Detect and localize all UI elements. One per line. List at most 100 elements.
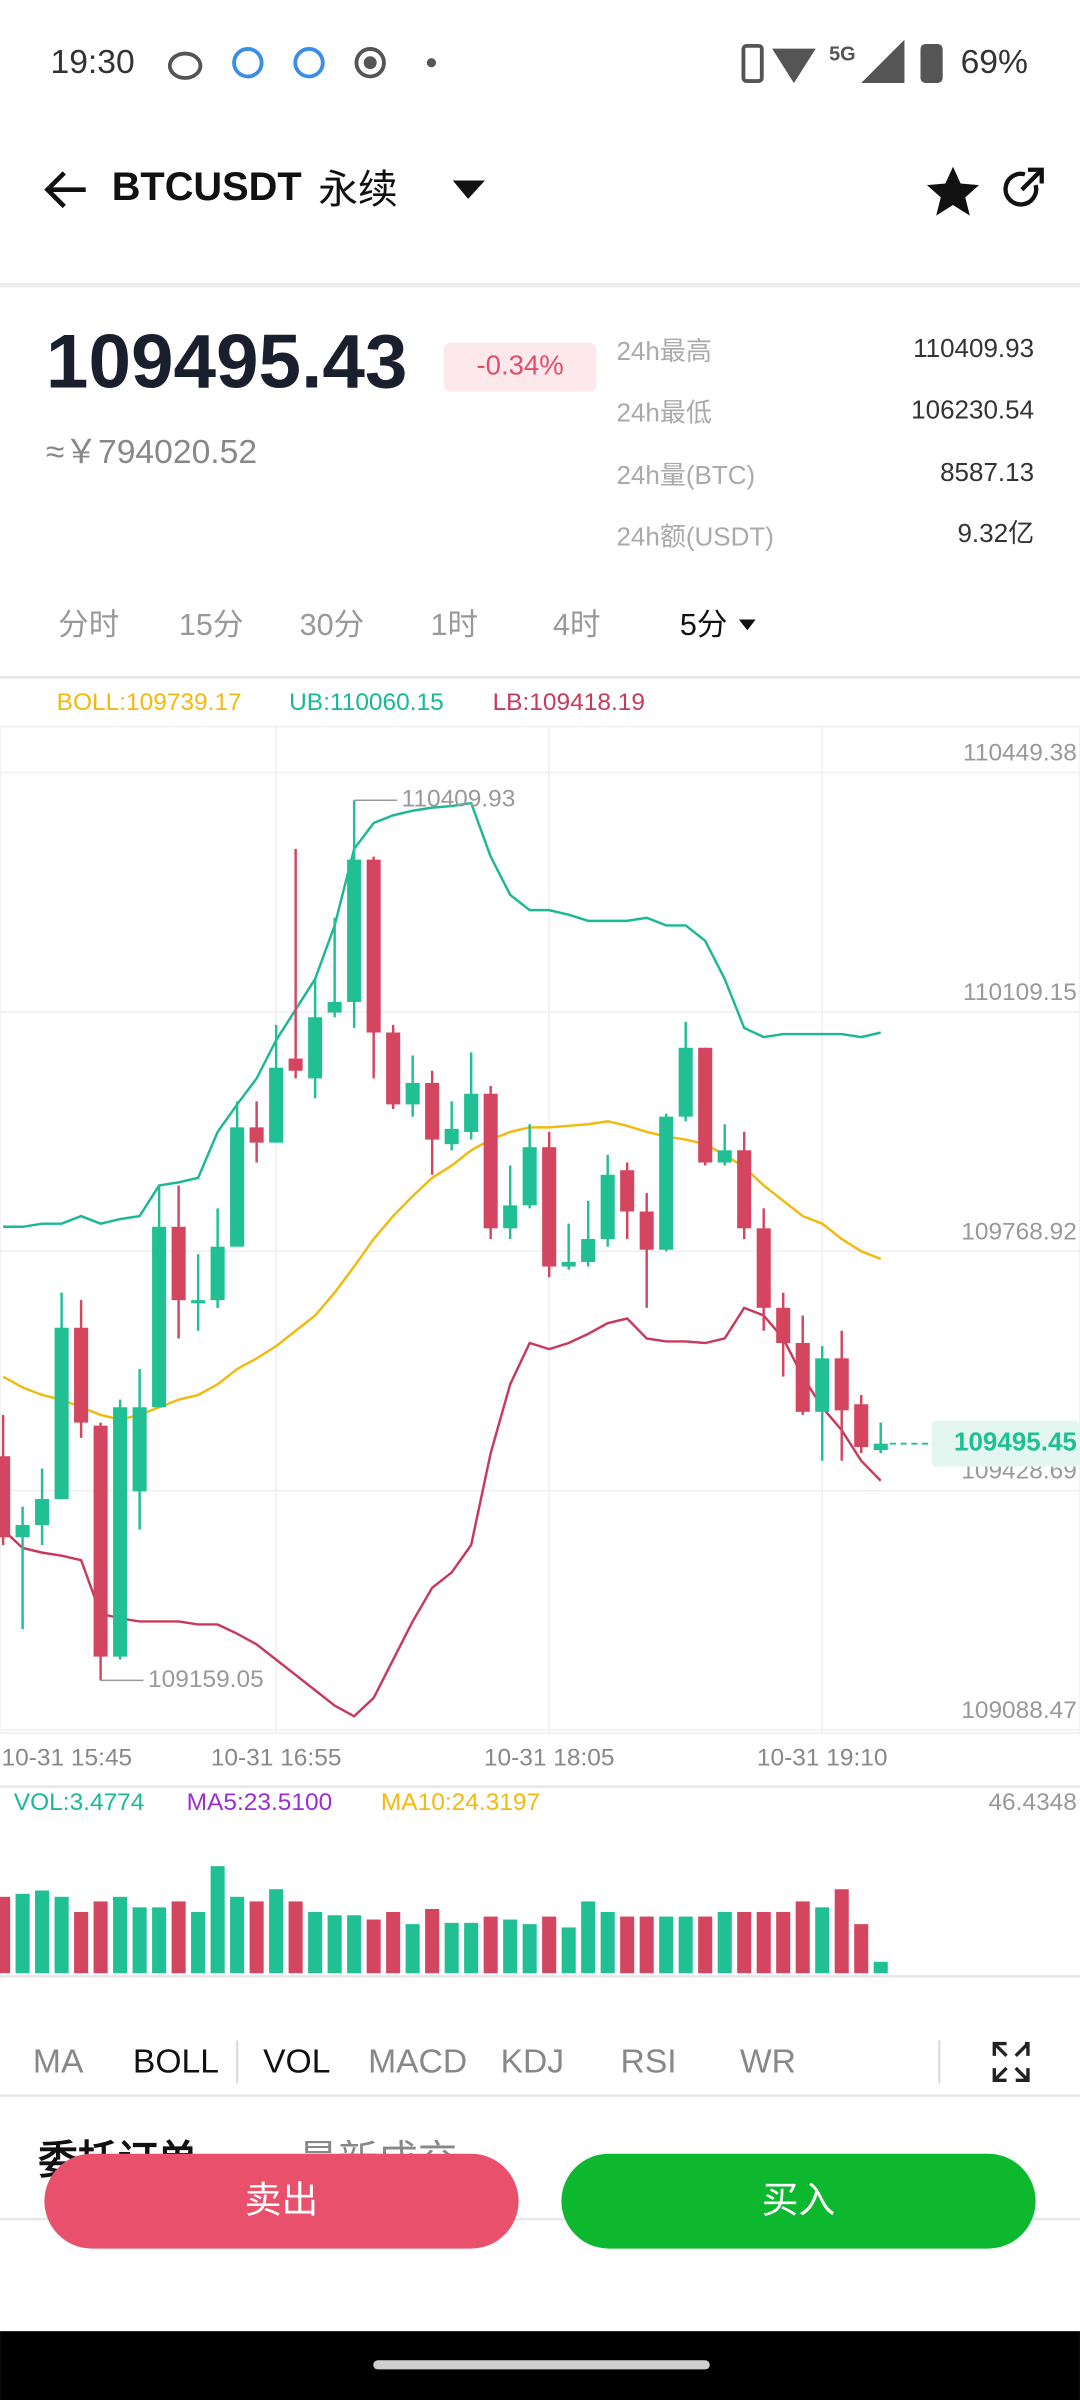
candle-body <box>249 1127 264 1143</box>
indicator-tab[interactable]: VOL <box>263 2043 330 2080</box>
kline-chart: 110449.38110109.15109768.92109428.691090… <box>0 689 1080 1974</box>
volume-bar <box>444 1922 459 1974</box>
interval-tab[interactable]: 15分 <box>179 608 244 642</box>
legend-item: LB:109418.19 <box>493 689 645 716</box>
interval-tab[interactable]: 5分 <box>680 608 728 642</box>
indicator-tab[interactable]: MA <box>33 2043 84 2080</box>
volume-bar <box>347 1915 362 1974</box>
sell-button[interactable] <box>44 2153 519 2249</box>
interval-tab[interactable]: 30分 <box>300 608 365 642</box>
favorite[interactable] <box>926 166 980 216</box>
x-tick-label: 10-31 19:10 <box>757 1745 888 1772</box>
candle-body <box>503 1205 518 1229</box>
candle-body <box>35 1499 50 1526</box>
volume-bar <box>717 1911 732 1974</box>
volume-bar <box>581 1901 596 1974</box>
volume-bar <box>308 1911 323 1974</box>
stat-label: 24h量(BTC) <box>616 460 755 490</box>
interval-dropdown[interactable] <box>738 619 756 631</box>
sell-label[interactable]: 卖出 <box>245 2179 318 2220</box>
low-marker-label: 109159.05 <box>148 1666 264 1693</box>
interval-tab[interactable]: 1时 <box>431 608 479 642</box>
volume-bar <box>776 1911 791 1974</box>
x-tick-label: 10-31 18:05 <box>484 1745 615 1772</box>
candle-body <box>288 1058 303 1071</box>
volume-bar <box>503 1919 518 1974</box>
volume-bar <box>600 1911 615 1974</box>
volume-bar <box>210 1866 225 1974</box>
indicator-tab[interactable]: MACD <box>368 2043 467 2080</box>
volume-bar <box>737 1911 752 1974</box>
battery: 69% <box>961 44 1028 81</box>
candle-body <box>522 1147 537 1206</box>
back-button[interactable] <box>44 171 86 209</box>
divider <box>0 2217 1080 2221</box>
candle-body <box>366 859 381 1033</box>
candle-body <box>581 1239 596 1262</box>
candle-body <box>444 1128 459 1145</box>
volume-bar <box>873 1961 888 1974</box>
candle-body <box>132 1407 147 1492</box>
x-tick-label: 10-31 15:45 <box>2 1745 133 1772</box>
volume-bar <box>132 1907 147 1974</box>
volume-bar <box>756 1911 771 1974</box>
volume-bar <box>269 1889 284 1974</box>
fullscreen[interactable] <box>992 2041 1030 2082</box>
candle-body <box>0 1456 11 1538</box>
interval-tab[interactable]: 4时 <box>553 608 601 642</box>
volume-bar <box>113 1896 128 1974</box>
candle-body <box>756 1228 771 1308</box>
candle-body <box>678 1047 693 1117</box>
volume-bar <box>522 1924 537 1974</box>
candle-body <box>834 1358 849 1411</box>
candle-body <box>815 1358 830 1412</box>
stat-value: 110409.93 <box>913 333 1034 363</box>
volume-bar <box>366 1919 381 1974</box>
boll-line <box>3 801 882 1228</box>
symbol[interactable]: BTCUSDT <box>112 165 302 209</box>
volume-bar <box>35 1890 50 1974</box>
y-tick-label: 110449.38 <box>963 740 1077 767</box>
indicator-tab[interactable]: RSI <box>621 2043 677 2080</box>
volume-bar <box>815 1907 830 1974</box>
boll-line <box>2 1306 882 1718</box>
candle-body <box>425 1082 440 1140</box>
buy-label[interactable]: 买入 <box>762 2179 835 2220</box>
indicator-tab[interactable]: WR <box>740 2043 796 2080</box>
candle-body <box>873 1443 888 1451</box>
volume-bar <box>464 1922 479 1974</box>
indicator-tab[interactable]: BOLL <box>133 2043 219 2080</box>
volume-bar <box>542 1916 557 1974</box>
interval-tab[interactable]: 分时 <box>58 608 119 642</box>
volume-bar <box>171 1901 186 1974</box>
volume-bar <box>93 1901 108 1974</box>
volume-bar <box>561 1927 576 1974</box>
divider <box>0 676 1080 679</box>
candle-body <box>464 1093 479 1132</box>
buy-button[interactable] <box>561 2153 1036 2249</box>
volume-bar <box>483 1916 498 1974</box>
indicator-tab[interactable]: KDJ <box>501 2043 565 2080</box>
share[interactable] <box>1003 167 1044 207</box>
stat-label: 24h最高 <box>616 336 711 366</box>
volume-bar <box>834 1889 849 1974</box>
candle-body <box>15 1525 30 1538</box>
candle-body <box>639 1211 654 1250</box>
candle-body <box>737 1150 752 1229</box>
boll-line <box>2 1119 882 1421</box>
candle-body <box>113 1407 128 1657</box>
stat-label: 24h最低 <box>616 397 711 427</box>
candle-body <box>600 1174 615 1240</box>
candle-body <box>542 1147 557 1267</box>
stat-value: 9.32亿 <box>957 518 1034 548</box>
home-indicator[interactable] <box>373 2360 710 2370</box>
contract[interactable]: 永续 <box>318 168 398 212</box>
volume-bar <box>191 1911 206 1974</box>
y-tick-label: 109768.92 <box>961 1218 1077 1245</box>
volume-bar <box>659 1916 674 1974</box>
symbol-dropdown[interactable] <box>452 180 485 199</box>
network: 5G <box>829 43 856 65</box>
